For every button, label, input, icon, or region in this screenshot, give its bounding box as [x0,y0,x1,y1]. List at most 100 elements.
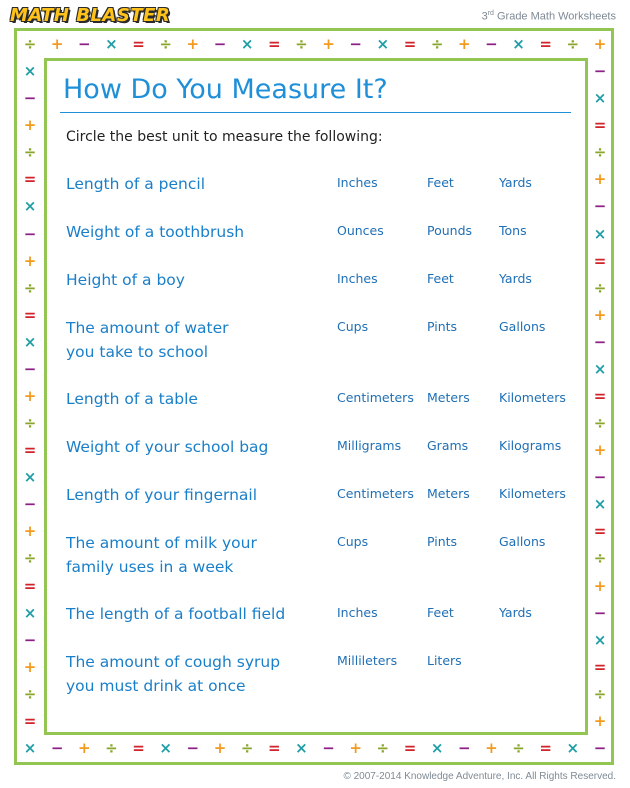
minus-icon: − [23,224,37,243]
minus-icon: − [593,332,607,351]
unit-option[interactable]: Inches [337,605,378,620]
question-text: Weight of a toothbrush [66,220,326,244]
question-line: The amount of water [66,319,229,337]
unit-option[interactable]: Feet [427,271,454,286]
equals-icon: = [267,35,281,53]
unit-option[interactable]: Feet [427,605,454,620]
question-text: Length of a table [66,387,326,411]
divide-icon: ÷ [593,278,607,297]
equals-icon: = [23,305,37,324]
equals-icon: = [539,35,552,53]
unit-option[interactable]: Kilograms [499,438,562,453]
unit-option[interactable]: Kilometers [499,390,566,405]
unit-option[interactable]: Cups [337,534,369,549]
plus-icon: + [23,251,37,270]
question-line: Length of a table [66,390,198,408]
divide-icon: ÷ [512,739,525,757]
unit-option[interactable]: Inches [337,175,378,190]
unit-option[interactable]: Millileters [337,653,398,668]
minus-icon: − [322,739,335,757]
minus-icon: − [349,35,362,53]
times-icon: × [23,468,37,487]
question-line: Length of a pencil [66,175,206,193]
divide-icon: ÷ [295,35,308,53]
equals-icon: = [593,387,607,405]
question-line: you take to school [66,343,209,361]
minus-icon: − [593,468,607,487]
unit-option[interactable]: Centimeters [337,390,414,405]
equals-icon: = [132,739,145,757]
unit-option[interactable]: Pints [427,319,458,334]
equals-icon: = [132,35,145,53]
unit-option[interactable]: Yards [499,605,532,620]
unit-option[interactable]: Inches [337,271,378,286]
unit-option[interactable]: Liters [427,653,462,668]
equals-icon: = [23,441,37,460]
unit-option[interactable]: Gallons [499,534,546,549]
equals-icon: = [593,116,607,135]
unit-option[interactable]: Meters [427,390,470,405]
minus-icon: − [77,35,91,53]
times-icon: × [512,35,525,53]
times-icon: × [376,35,390,53]
divide-icon: ÷ [23,143,37,162]
divide-icon: ÷ [240,739,254,757]
math-blaster-logo: MATH BLASTER [10,5,171,26]
plus-icon: + [485,739,498,757]
minus-icon: − [593,603,607,622]
grade-label: 3rd Grade Math Worksheets [482,10,616,23]
divide-icon: ÷ [430,35,444,53]
title-underline [60,112,571,113]
divide-icon: ÷ [23,684,37,703]
minus-icon: − [593,197,607,216]
question-line: The amount of cough syrup [66,653,281,671]
unit-option[interactable]: Feet [427,175,454,190]
question-line: you must drink at once [66,677,246,695]
question-line: Weight of your school bag [66,438,269,456]
times-icon: × [593,630,607,649]
question-line: Height of a boy [66,271,185,289]
question-text: Height of a boy [66,268,326,292]
outer-frame [14,28,614,765]
unit-option[interactable]: Yards [499,271,532,286]
question-line: Length of your fingernail [66,486,258,504]
plus-icon: + [213,739,227,757]
unit-option[interactable]: Meters [427,486,470,501]
plus-icon: + [77,739,91,757]
unit-option[interactable]: Gallons [499,319,546,334]
times-icon: × [23,739,37,757]
times-icon: × [593,224,607,243]
equals-icon: = [23,576,37,595]
unit-option[interactable]: Ounces [337,223,384,238]
unit-option[interactable]: Centimeters [337,486,414,501]
plus-icon: + [23,116,37,135]
plus-icon: + [593,711,607,730]
times-icon: × [159,739,172,757]
equals-icon: = [593,522,607,541]
unit-option[interactable]: Yards [499,175,532,190]
times-icon: × [593,495,607,514]
minus-icon: − [213,35,227,53]
plus-icon: + [457,35,471,53]
unit-option[interactable]: Grams [427,438,469,453]
grade-number: 3 [481,10,488,23]
plus-icon: + [50,35,64,53]
unit-option[interactable]: Pounds [427,223,473,238]
divide-icon: ÷ [23,414,37,433]
equals-icon: = [23,711,37,730]
question-line: The amount of milk your [66,534,257,552]
plus-icon: + [593,305,607,324]
unit-option[interactable]: Tons [499,223,527,238]
copyright-text: © 2007-2014 Knowledge Adventure, Inc. Al… [343,771,616,782]
worksheet-title: How Do You Measure It? [63,74,388,105]
times-icon: × [593,89,607,108]
unit-option[interactable]: Milligrams [337,438,402,453]
times-icon: × [566,739,580,757]
unit-option[interactable]: Cups [337,319,369,334]
plus-icon: + [593,441,607,460]
unit-option[interactable]: Kilometers [499,486,566,501]
unit-option[interactable]: Pints [427,534,458,549]
question-text: The amount of milk your family uses in a … [66,531,326,579]
minus-icon: − [186,739,200,757]
times-icon: × [430,739,444,757]
